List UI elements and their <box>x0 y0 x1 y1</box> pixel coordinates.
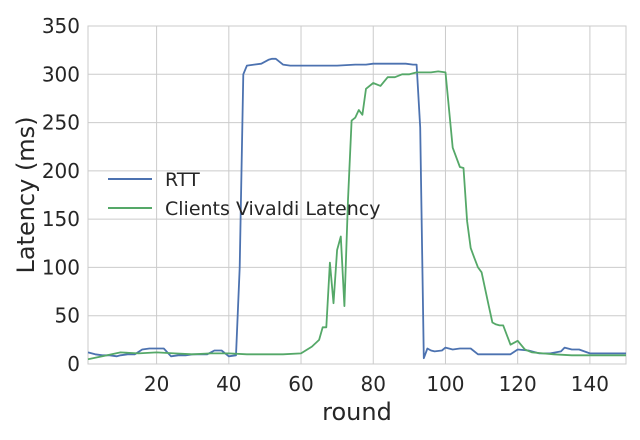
y-tick-label: 200 <box>42 159 80 183</box>
y-tick-label: 300 <box>42 62 80 86</box>
legend: RTT Clients Vivaldi Latency <box>108 169 380 220</box>
legend-label-vivaldi: Clients Vivaldi Latency <box>165 198 380 220</box>
series-line-vivaldi <box>87 70 626 361</box>
x-tick-label: 20 <box>144 372 169 396</box>
x-tick-label: 80 <box>361 372 386 396</box>
x-axis-label: round <box>322 398 392 426</box>
x-tick-label: 60 <box>288 372 313 396</box>
y-tick-label: 250 <box>42 111 80 135</box>
x-tick-label: 140 <box>571 372 609 396</box>
x-tick-label: 120 <box>499 372 537 396</box>
grid <box>88 25 626 365</box>
y-tick-label: 350 <box>42 14 80 38</box>
y-tick-label: 150 <box>42 207 80 231</box>
y-axis-label: Latency (ms) <box>12 116 40 273</box>
x-tick-label: 100 <box>426 372 464 396</box>
plot-frame <box>87 25 627 365</box>
series-layer <box>87 57 626 361</box>
x-tick-labels: 20 40 60 80 100 120 140 <box>144 372 609 396</box>
legend-label-rtt: RTT <box>165 169 200 191</box>
y-tick-label: 100 <box>42 255 80 279</box>
y-tick-label: 0 <box>67 352 80 376</box>
y-tick-label: 50 <box>55 304 80 328</box>
x-tick-label: 40 <box>216 372 241 396</box>
y-tick-labels: 0 50 100 150 200 250 300 350 <box>42 14 80 376</box>
